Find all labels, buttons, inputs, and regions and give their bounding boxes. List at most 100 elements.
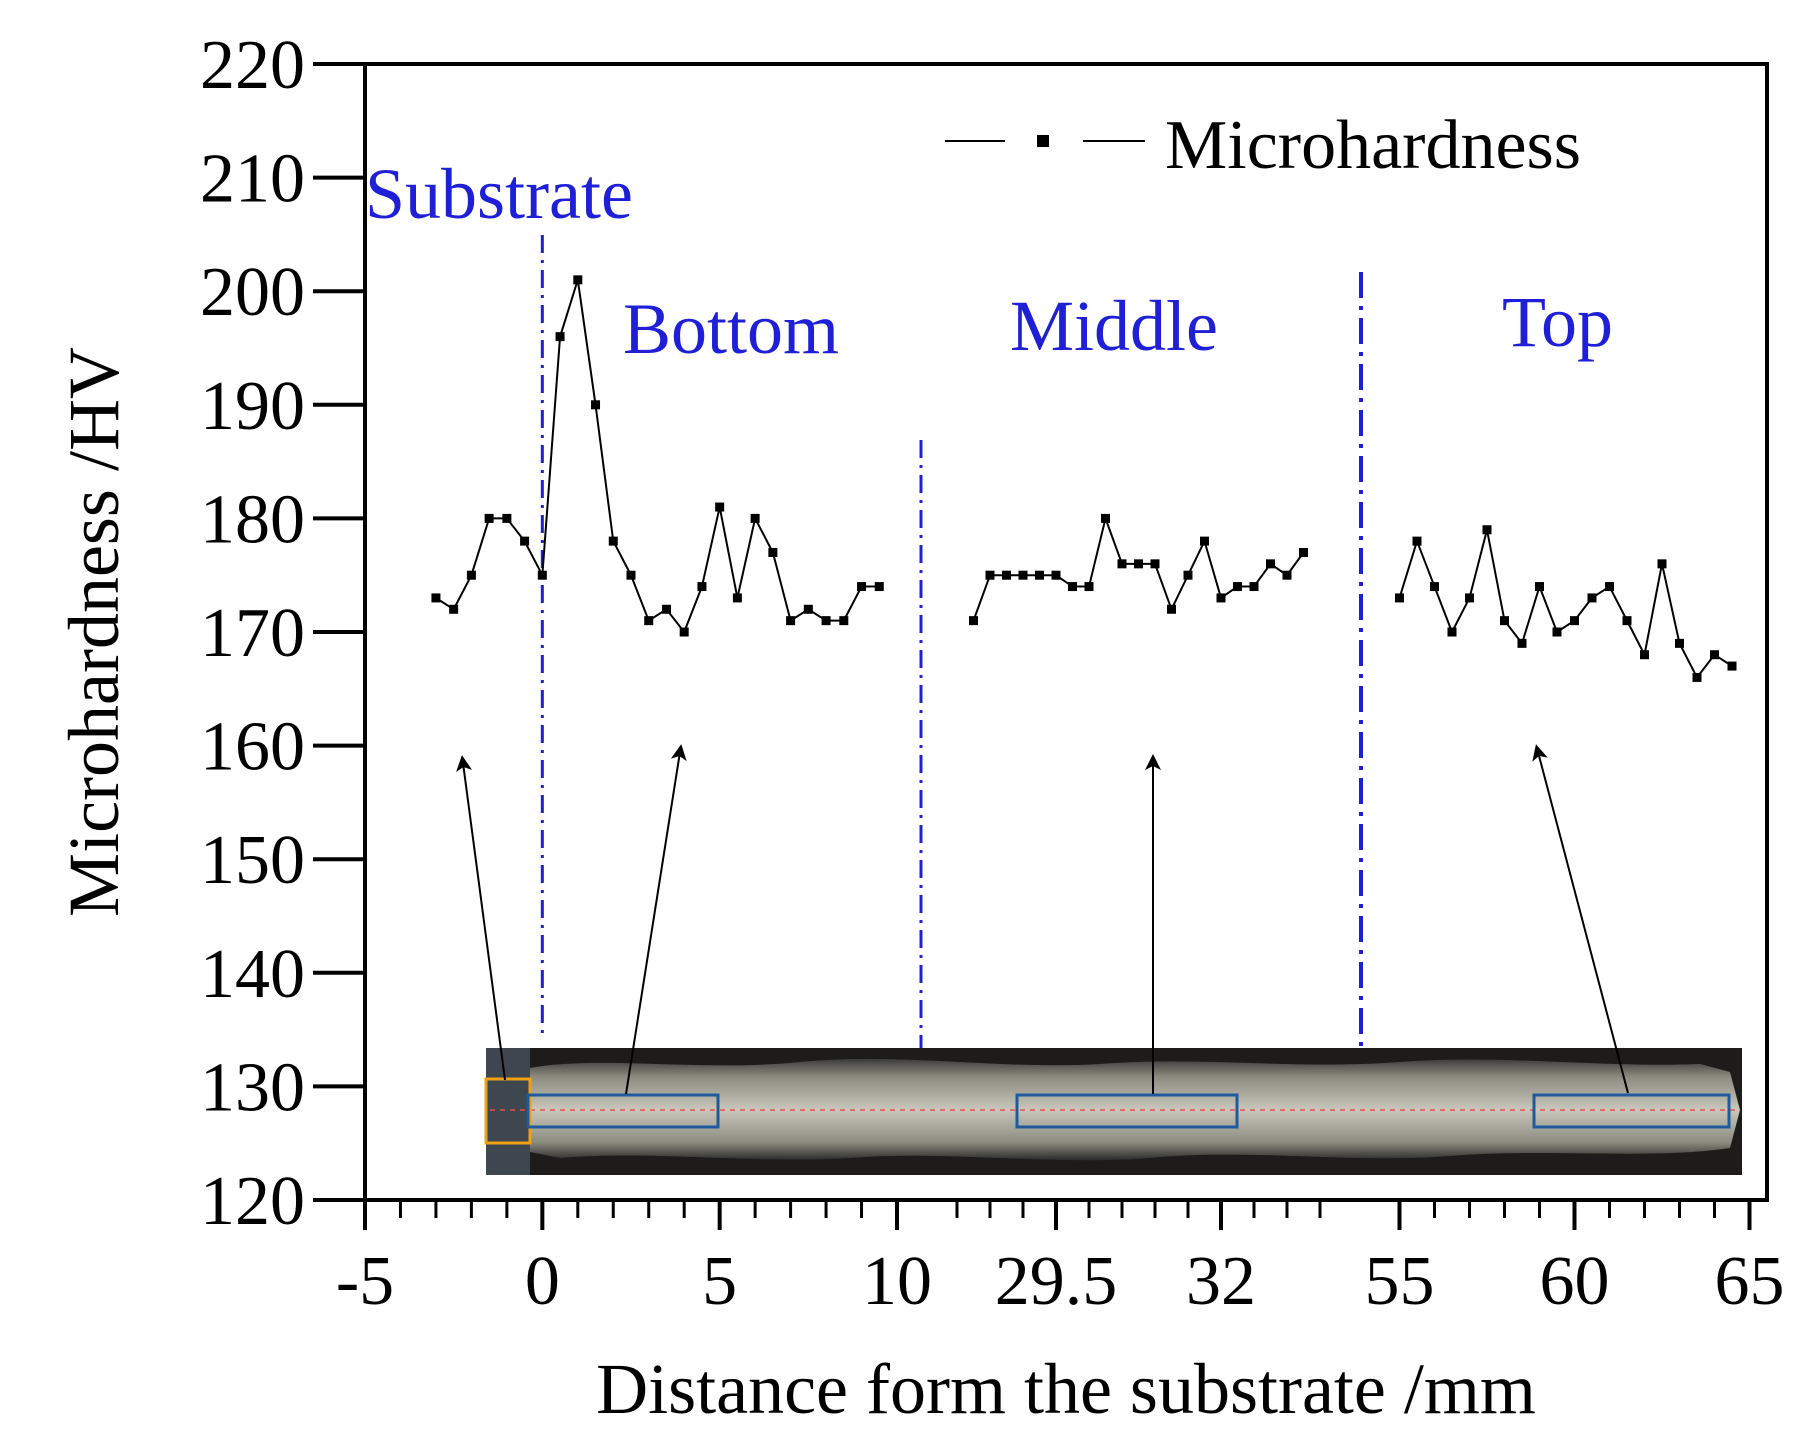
data-point	[1117, 559, 1127, 569]
y-axis-label: Microhardness /HV	[54, 347, 134, 917]
data-point	[1482, 525, 1492, 535]
data-point	[803, 604, 813, 614]
data-point	[1299, 547, 1308, 557]
x-tick-label: 0	[525, 1243, 560, 1320]
x-tick-label: -5	[336, 1243, 394, 1320]
data-point	[1535, 582, 1544, 592]
data-point	[715, 502, 725, 512]
x-tick-label: 55	[1365, 1243, 1435, 1320]
y-tick-label: 220	[200, 27, 305, 104]
legend: Microhardness	[945, 107, 1581, 184]
y-tick-label: 180	[200, 481, 305, 558]
data-point	[1150, 559, 1160, 569]
data-point	[661, 604, 671, 614]
data-point	[1282, 570, 1292, 580]
data-point	[1233, 582, 1242, 592]
x-tick-label: 10	[862, 1243, 932, 1320]
top-sample-box	[1532, 1093, 1731, 1129]
y-tick-label: 210	[200, 141, 305, 218]
data-point	[786, 616, 796, 626]
data-point	[466, 570, 476, 580]
data-point	[1430, 582, 1439, 592]
data-point	[502, 513, 512, 523]
data-point	[1465, 593, 1474, 603]
data-point	[1068, 582, 1077, 592]
data-point	[1517, 638, 1527, 648]
data-point	[537, 570, 547, 580]
data-point	[1570, 616, 1579, 626]
data-point	[644, 616, 654, 626]
data-point	[573, 275, 583, 285]
data-point	[679, 627, 689, 637]
data-point	[1692, 672, 1702, 682]
data-point	[1412, 536, 1422, 546]
data-point	[1640, 650, 1649, 660]
arrow-bottom	[625, 744, 687, 1095]
data-point	[1447, 627, 1457, 637]
data-point	[768, 547, 778, 557]
y-tick-label: 130	[200, 1049, 305, 1126]
data-point	[1605, 582, 1614, 592]
region-arrows	[456, 744, 1629, 1095]
x-axis: -5 0 5 10 29.5 32 55 60 65	[336, 1200, 1785, 1320]
region-label-middle: Middle	[1010, 286, 1218, 366]
legend-entry-microhardness: Microhardness	[1165, 107, 1581, 184]
x-axis-label: Distance form the substrate /mm	[596, 1349, 1536, 1429]
substrate-sample-box	[484, 1077, 532, 1145]
data-point	[985, 570, 995, 580]
data-point	[1710, 650, 1719, 660]
data-point	[1622, 616, 1632, 626]
data-point	[1183, 570, 1193, 580]
data-point	[449, 604, 459, 614]
data-point	[1216, 593, 1226, 603]
y-tick-label: 140	[200, 936, 305, 1013]
data-point	[697, 582, 707, 592]
legend-marker	[1037, 135, 1049, 147]
data-point	[1035, 570, 1044, 580]
data-point	[1266, 559, 1275, 569]
data-point	[1552, 627, 1562, 637]
data-point	[591, 400, 601, 410]
data-point	[969, 616, 978, 626]
data-point	[1500, 616, 1509, 626]
data-point	[1018, 570, 1028, 580]
x-tick-label: 5	[702, 1243, 737, 1320]
data-point	[1587, 593, 1597, 603]
y-tick-label: 170	[200, 595, 305, 672]
data-point	[555, 332, 565, 342]
data-point	[1051, 570, 1061, 580]
y-tick-label: 200	[200, 254, 305, 331]
data-point	[1167, 604, 1176, 614]
x-tick-label: 32	[1186, 1243, 1256, 1320]
y-tick-label: 190	[200, 368, 305, 445]
data-point	[484, 513, 494, 523]
arrow-top	[1532, 744, 1629, 1094]
y-axis: 120 130 140 150 160 170 180 190 200 210 220	[200, 27, 365, 1240]
series-line-microhardness	[1398, 529, 1733, 680]
y-tick-label: 120	[200, 1163, 305, 1240]
data-point	[1395, 593, 1404, 603]
data-point	[1249, 582, 1259, 592]
data-point	[750, 513, 760, 523]
data-point	[874, 582, 884, 592]
data-point	[1657, 559, 1667, 569]
region-labels: Substrate Bottom Middle Top	[365, 154, 1613, 369]
data-point	[732, 593, 742, 603]
data-point	[1101, 513, 1110, 523]
data-point	[608, 536, 618, 546]
region-dividers	[540, 235, 1363, 1048]
y-tick-label: 150	[200, 822, 305, 899]
data-point	[520, 536, 530, 546]
data-point	[821, 616, 831, 626]
sample-photo	[484, 1048, 1742, 1175]
region-label-substrate: Substrate	[365, 154, 633, 234]
y-tick-label: 160	[200, 709, 305, 786]
x-tick-label: 29.5	[995, 1243, 1118, 1320]
data-point	[1675, 638, 1684, 648]
data-point	[431, 593, 441, 603]
region-label-top: Top	[1502, 282, 1613, 362]
x-tick-label: 60	[1540, 1243, 1610, 1320]
data-point	[1727, 661, 1737, 671]
x-tick-label: 65	[1715, 1243, 1785, 1320]
